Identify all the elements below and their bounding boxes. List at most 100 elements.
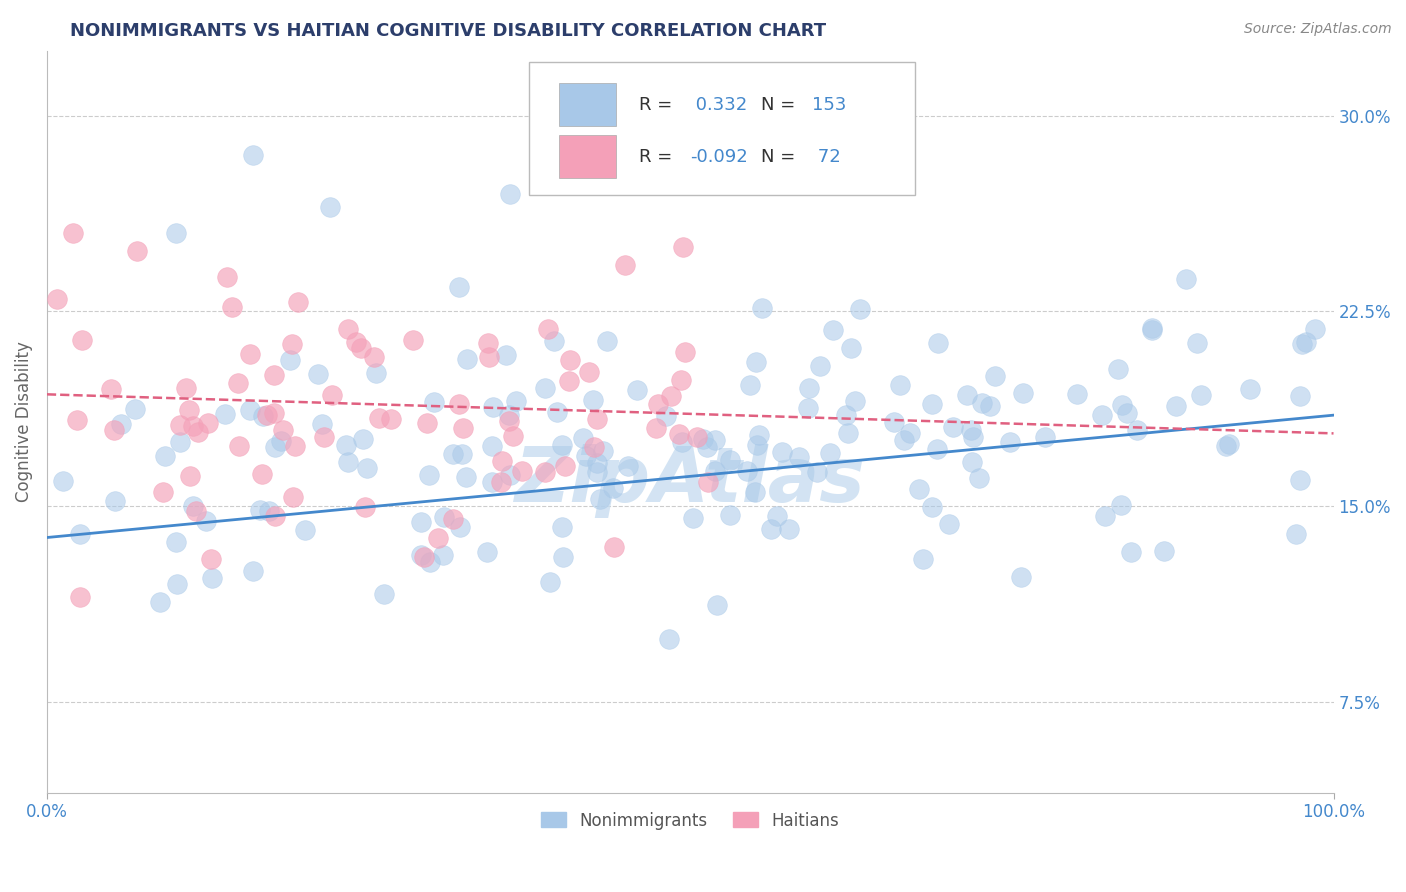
Point [1289, 389, 1312, 403]
Point [441, 512, 464, 526]
Point [740, 378, 762, 392]
Point [194, 514, 217, 528]
Point [456, 352, 478, 367]
Point [550, 438, 572, 452]
Point [967, 471, 990, 485]
Point [748, 428, 770, 442]
Point [799, 381, 821, 395]
Point [356, 461, 378, 475]
Point [572, 431, 595, 445]
Point [589, 492, 612, 507]
Point [477, 336, 499, 351]
Text: Source: ZipAtlas.com: Source: ZipAtlas.com [1244, 22, 1392, 37]
Point [443, 447, 465, 461]
Point [336, 455, 359, 469]
Point [177, 403, 200, 417]
Point [419, 555, 441, 569]
Point [744, 485, 766, 500]
Point [1010, 570, 1032, 584]
Point [510, 464, 533, 478]
Point [152, 484, 174, 499]
Text: 72: 72 [813, 148, 841, 166]
Point [745, 355, 768, 369]
Point [454, 469, 477, 483]
Point [250, 467, 273, 481]
Point [62, 226, 84, 240]
Y-axis label: Cognitive Disability: Cognitive Disability [15, 342, 32, 502]
Point [197, 416, 219, 430]
Point [925, 442, 948, 457]
Point [239, 402, 262, 417]
Point [960, 455, 983, 469]
Point [546, 405, 568, 419]
Point [380, 412, 402, 426]
Point [673, 344, 696, 359]
Point [1094, 508, 1116, 523]
Point [1164, 400, 1187, 414]
Point [551, 549, 574, 564]
Point [319, 200, 342, 214]
Point [778, 522, 800, 536]
Point [447, 397, 470, 411]
Point [481, 475, 503, 490]
Point [263, 368, 285, 382]
Point [883, 415, 905, 429]
Point [1175, 272, 1198, 286]
Point [1119, 545, 1142, 559]
Point [264, 440, 287, 454]
Point [658, 632, 681, 647]
Point [478, 351, 501, 365]
Point [1291, 336, 1313, 351]
Point [1215, 439, 1237, 453]
Point [1185, 336, 1208, 351]
Point [69, 527, 91, 541]
Point [1303, 322, 1326, 336]
Point [893, 434, 915, 448]
Point [844, 393, 866, 408]
Point [409, 515, 432, 529]
Point [669, 373, 692, 387]
Point [363, 350, 385, 364]
Point [263, 406, 285, 420]
Point [433, 510, 456, 524]
Point [367, 410, 389, 425]
Point [1126, 423, 1149, 437]
Point [585, 465, 607, 479]
Text: R =: R = [638, 95, 678, 114]
Point [1109, 498, 1132, 512]
Point [46, 292, 69, 306]
Point [482, 400, 505, 414]
Point [796, 401, 818, 416]
Point [538, 574, 561, 589]
Point [52, 475, 75, 489]
Point [848, 301, 870, 316]
Point [354, 500, 377, 514]
Point [413, 549, 436, 564]
Point [373, 587, 395, 601]
Point [350, 342, 373, 356]
Point [766, 508, 789, 523]
Point [100, 382, 122, 396]
Point [696, 440, 718, 454]
Point [661, 389, 683, 403]
Point [537, 322, 560, 336]
Point [284, 439, 307, 453]
Point [718, 508, 741, 522]
Point [69, 590, 91, 604]
Point [336, 322, 359, 336]
Point [962, 430, 984, 444]
Point [554, 459, 576, 474]
Point [125, 244, 148, 259]
Text: -0.092: -0.092 [690, 148, 748, 166]
Point [574, 449, 596, 463]
Point [979, 399, 1001, 413]
Point [839, 341, 862, 355]
Point [582, 393, 605, 408]
Point [314, 430, 336, 444]
Point [498, 409, 520, 423]
Point [1218, 437, 1240, 451]
Point [645, 421, 668, 435]
Point [626, 383, 648, 397]
Point [287, 295, 309, 310]
Point [104, 494, 127, 508]
